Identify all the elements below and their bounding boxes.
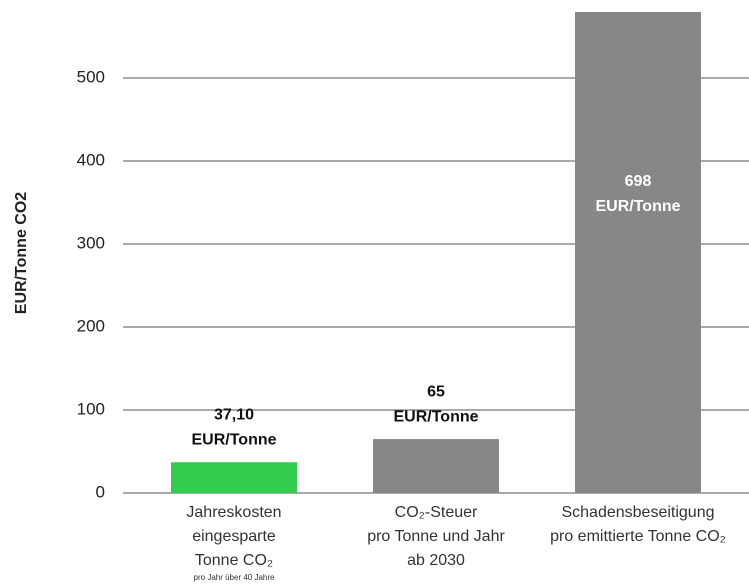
- value-label: 65: [427, 383, 445, 400]
- bar: [373, 439, 499, 493]
- value-unit: EUR/Tonne: [191, 431, 276, 448]
- y-tick-label: 100: [77, 399, 105, 418]
- y-axis-label: EUR/Tonne CO2: [13, 192, 30, 314]
- y-tick-label: 0: [96, 482, 105, 501]
- category-note: pro Jahr über 40 Jahre: [194, 573, 275, 582]
- x-tick-label: Jahreskosten: [186, 504, 281, 521]
- y-tick-label: 400: [77, 150, 105, 169]
- x-tick-label: CO₂-Steuer: [395, 504, 478, 521]
- x-tick-label: pro emittierte Tonne CO₂: [550, 528, 726, 545]
- x-tick-label: eingesparte: [192, 528, 276, 545]
- y-tick-label: 300: [77, 233, 105, 252]
- x-tick-label: Tonne CO₂: [195, 552, 273, 569]
- value-unit: EUR/Tonne: [595, 198, 680, 215]
- x-tick-label: pro Tonne und Jahr: [367, 528, 505, 545]
- value-label: 698: [625, 173, 652, 190]
- value-unit: EUR/Tonne: [393, 408, 478, 425]
- x-tick-label: ab 2030: [407, 552, 465, 569]
- x-tick-label: Schadensbeseitigung: [561, 504, 714, 521]
- bar: [575, 12, 701, 494]
- value-label: 37,10: [214, 406, 254, 423]
- y-tick-label: 500: [77, 68, 105, 87]
- bar: [171, 462, 297, 493]
- y-tick-label: 200: [77, 316, 105, 335]
